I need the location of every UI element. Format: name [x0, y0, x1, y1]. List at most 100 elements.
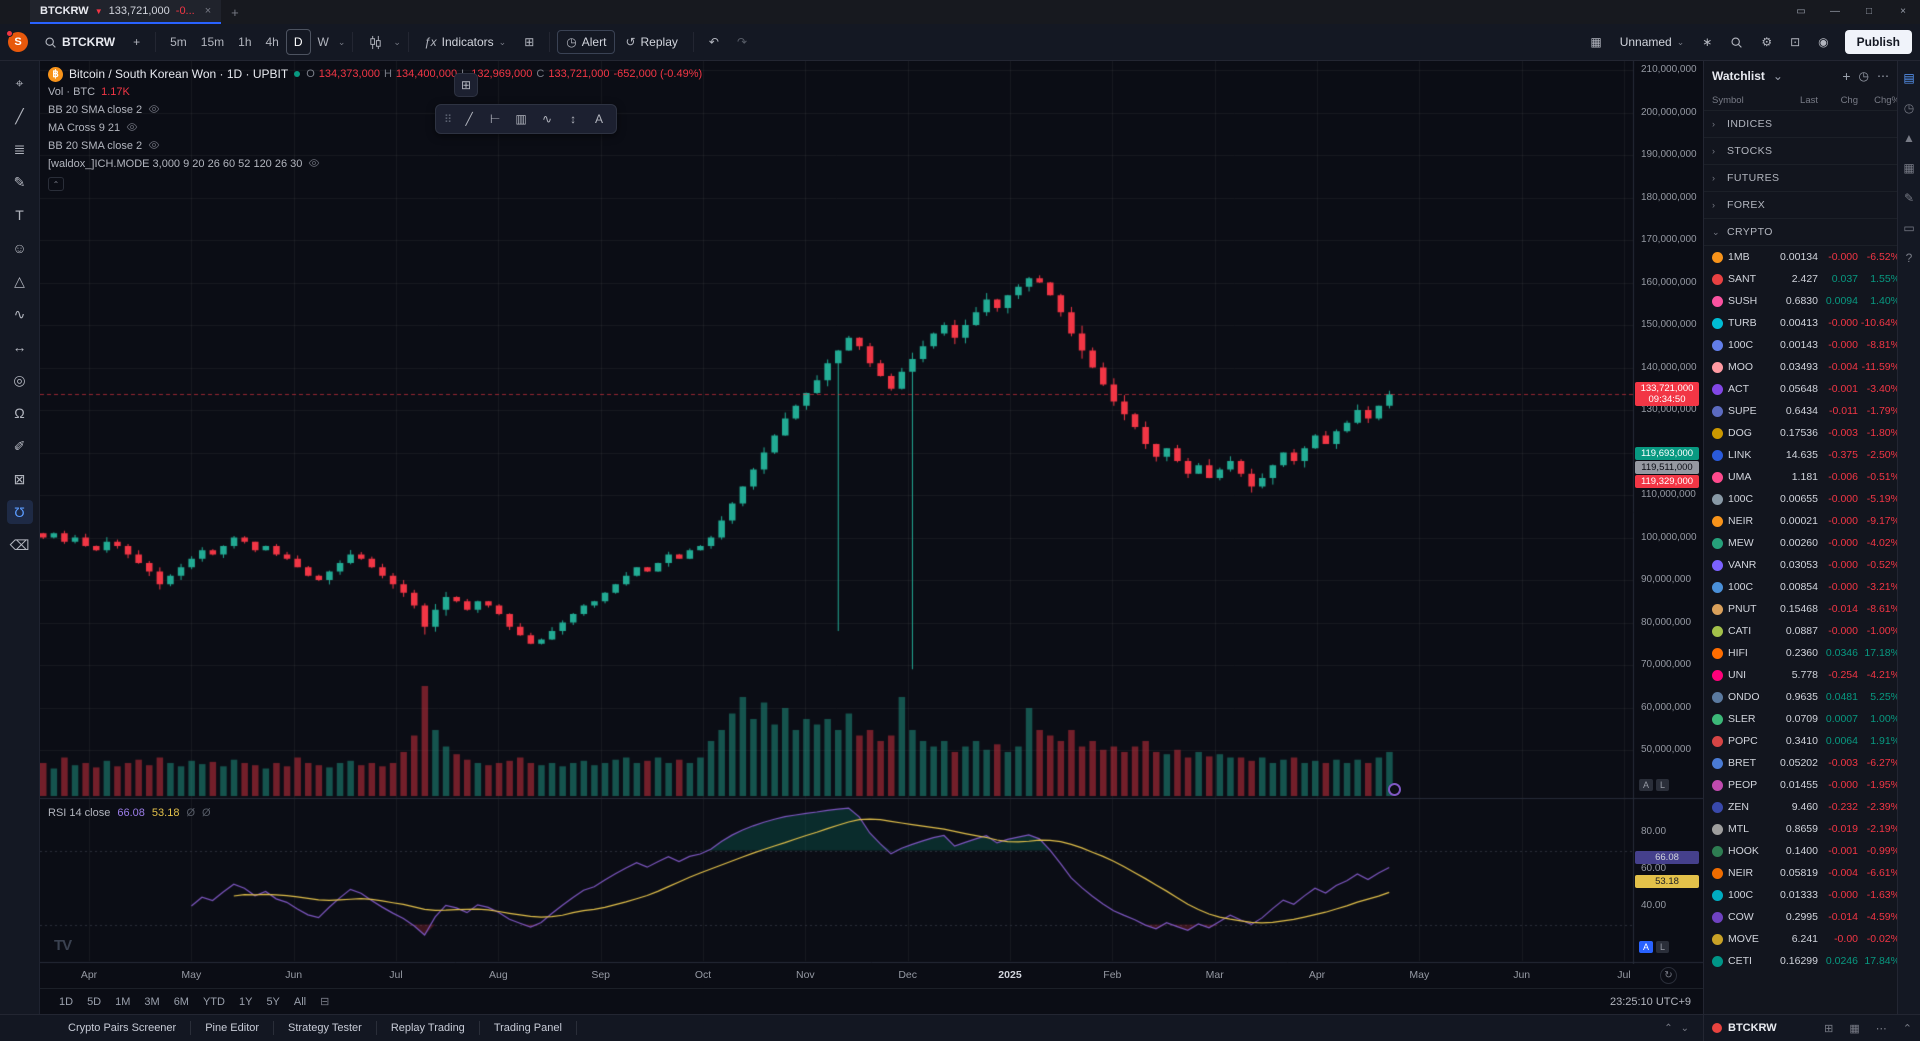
- snapshot-button[interactable]: ◉: [1810, 29, 1836, 55]
- watchlist-row-move[interactable]: MOVE 6.241 -0.00 -0.02%: [1704, 928, 1897, 950]
- upper-band-badge[interactable]: 119,693,000: [1635, 446, 1699, 460]
- watchlist-row-ondo[interactable]: ONDO 0.9635 0.0481 5.25%: [1704, 686, 1897, 708]
- tab-trading-panel[interactable]: Trading Panel: [480, 1021, 577, 1035]
- tab-crypto-pairs-screener[interactable]: Crypto Pairs Screener: [54, 1021, 192, 1035]
- range-all[interactable]: All: [293, 995, 307, 1008]
- curve-icon[interactable]: ∿: [542, 112, 553, 126]
- chevron-down-icon[interactable]: ⌄: [393, 36, 401, 47]
- annotation-icon[interactable]: A: [595, 112, 604, 126]
- watchlist-row-sler[interactable]: SLER 0.0709 0.0007 1.00%: [1704, 708, 1897, 730]
- month-label[interactable]: Jul: [1617, 969, 1631, 981]
- event-marker-icon[interactable]: [1388, 783, 1401, 796]
- more-icon[interactable]: ⋯: [1875, 1022, 1887, 1035]
- watchlist-alerts-icon[interactable]: ◷: [1858, 69, 1869, 83]
- go-to-realtime-button[interactable]: ↻: [1660, 967, 1677, 984]
- chevron-up-icon[interactable]: ⌃: [1664, 1022, 1673, 1034]
- chart-pane[interactable]: ฿ Bitcoin / South Korean Won · 1D · UPBI…: [40, 61, 1703, 964]
- month-label[interactable]: May: [1409, 969, 1430, 981]
- price-chart-canvas[interactable]: [40, 61, 1703, 964]
- watchlist-row-100c[interactable]: 100C 0.00655 -0.000 -5.19%: [1704, 488, 1897, 510]
- publish-button[interactable]: Publish: [1844, 30, 1912, 54]
- magnet-tool[interactable]: Ω: [14, 405, 25, 421]
- custom-range-icon[interactable]: ⊟: [320, 996, 330, 1008]
- tab-pine-editor[interactable]: Pine Editor: [191, 1021, 275, 1035]
- month-label[interactable]: Dec: [898, 969, 917, 981]
- watchlist-row-sush[interactable]: SUSH 0.6830 0.0094 1.40%: [1704, 290, 1897, 312]
- watchlist-row-popc[interactable]: POPC 0.3410 0.0064 1.91%: [1704, 730, 1897, 752]
- month-label[interactable]: Apr: [80, 969, 98, 981]
- volume-legend-row[interactable]: Vol · BTC 1.17K: [48, 83, 702, 101]
- layout-panel-button[interactable]: ▦: [1582, 29, 1609, 55]
- indicators-button[interactable]: ƒx Indicators ⌄: [416, 29, 514, 55]
- floating-drawing-toolbar[interactable]: ⠿ ╱ ⊢ ▥ ∿ ↕ A: [435, 104, 618, 134]
- auto-scale-chip[interactable]: A: [1639, 941, 1654, 953]
- eye-icon[interactable]: [126, 121, 138, 136]
- chevron-down-icon[interactable]: ⌄: [1772, 69, 1783, 83]
- watchlist-menu-icon[interactable]: ⋯: [1877, 69, 1889, 83]
- last-price-badge[interactable]: 133,721,000 09:34:50: [1635, 382, 1699, 407]
- add-symbol-button[interactable]: +: [1842, 68, 1851, 84]
- hotlists-icon[interactable]: ▲: [1903, 131, 1915, 145]
- maximize-icon[interactable]: □: [1865, 6, 1873, 17]
- calendar-icon[interactable]: ▦: [1903, 161, 1915, 175]
- emoji-tool[interactable]: ☺: [12, 240, 27, 256]
- watchlist-grid-icon[interactable]: ▦: [1849, 1022, 1860, 1035]
- timeframe-1h[interactable]: 1h: [238, 35, 252, 49]
- watchlist-row-neir[interactable]: NEIR 0.00021 -0.000 -9.17%: [1704, 510, 1897, 532]
- section-indices[interactable]: › INDICES: [1704, 111, 1897, 138]
- watchlist-row-link[interactable]: LINK 14.635 -0.375 -2.50%: [1704, 444, 1897, 466]
- symbol-search-button[interactable]: BTCKRW: [36, 29, 123, 55]
- drag-handle[interactable]: ⠿: [444, 113, 453, 126]
- watchlist-row-zen[interactable]: ZEN 9.460 -0.232 -2.39%: [1704, 796, 1897, 818]
- watchlist-row-uni[interactable]: UNI 5.778 -0.254 -4.21%: [1704, 664, 1897, 686]
- layout-name-button[interactable]: Unnamed ⌄: [1612, 29, 1693, 55]
- watchlist-row-turb[interactable]: TURB 0.00413 -0.000 -10.64%: [1704, 312, 1897, 334]
- log-scale-chip[interactable]: L: [1656, 941, 1670, 953]
- settings-button[interactable]: ⚙: [1753, 29, 1780, 55]
- month-label[interactable]: Apr: [1308, 969, 1326, 981]
- watchlist-row-100c[interactable]: 100C 0.01333 -0.000 -1.63%: [1704, 884, 1897, 906]
- watchlist-row-cati[interactable]: CATI 0.0887 -0.000 -1.00%: [1704, 620, 1897, 642]
- crosshair-tool[interactable]: ⌖: [15, 74, 24, 91]
- draw-tool[interactable]: ✐: [13, 437, 26, 454]
- section-futures[interactable]: › FUTURES: [1704, 165, 1897, 192]
- ideas-icon[interactable]: ✎: [1903, 191, 1915, 205]
- eye-icon[interactable]: [148, 103, 160, 118]
- trend-line-icon[interactable]: ╱: [465, 112, 473, 126]
- float-grid-button[interactable]: ⊞: [454, 73, 478, 97]
- eye-icon[interactable]: [148, 139, 160, 154]
- month-label[interactable]: 2025: [998, 969, 1022, 981]
- quick-search-button[interactable]: [1722, 29, 1751, 55]
- range-1m[interactable]: 1M: [115, 995, 131, 1008]
- watchlist-row-mtl[interactable]: MTL 0.8659 -0.019 -2.19%: [1704, 818, 1897, 840]
- watchlist-row-mew[interactable]: MEW 0.00260 -0.000 -4.02%: [1704, 532, 1897, 554]
- watchlist-row-1mb[interactable]: 1MB 0.00134 -0.000 -6.52%: [1704, 246, 1897, 268]
- rsi-ma-badge[interactable]: 53.18: [1635, 874, 1699, 888]
- avatar[interactable]: S: [6, 30, 28, 52]
- timeframe-4h[interactable]: 4h: [265, 35, 279, 49]
- remove-drawings-tool[interactable]: ⌫: [9, 536, 30, 553]
- month-label[interactable]: May: [181, 969, 202, 981]
- month-label[interactable]: Nov: [795, 969, 815, 981]
- app-tab[interactable]: BTCKRW ▼ 133,721,000 -0... ×: [30, 0, 222, 24]
- fullscreen-button[interactable]: ⊡: [1782, 29, 1808, 55]
- watchlist-row-peop[interactable]: PEOP 0.01455 -0.000 -1.95%: [1704, 774, 1897, 796]
- section-forex[interactable]: › FOREX: [1704, 192, 1897, 219]
- alert-button[interactable]: ◷ Alert: [557, 30, 616, 54]
- indicator-legend-row[interactable]: [waldox_]ICH.MODE 3,000 9 20 26 60 52 12…: [48, 155, 702, 173]
- watchlist-row-100c[interactable]: 100C 0.00143 -0.000 -8.81%: [1704, 334, 1897, 356]
- alerts-icon[interactable]: ◷: [1903, 101, 1915, 115]
- watchlist-row-hifi[interactable]: HIFI 0.2360 0.0346 17.18%: [1704, 642, 1897, 664]
- indicator-legend-row[interactable]: BB 20 SMA close 2: [48, 137, 702, 155]
- tab-strategy-tester[interactable]: Strategy Tester: [274, 1021, 377, 1035]
- time-axis[interactable]: ↻ Apr May Jun Jul Aug Sep Oct Nov Dec 2025 Feb Mar A…: [40, 964, 1703, 988]
- timeframe-D[interactable]: D: [285, 29, 311, 55]
- tab-replay-trading[interactable]: Replay Trading: [377, 1021, 480, 1035]
- watchlist-row-vanr[interactable]: VANR 0.03053 -0.000 -0.52%: [1704, 554, 1897, 576]
- range-3m[interactable]: 3M: [144, 995, 160, 1008]
- chevron-down-icon[interactable]: ⌄: [1680, 1022, 1689, 1034]
- lower-band-badge[interactable]: 119,329,000: [1635, 474, 1699, 488]
- chevron-down-icon[interactable]: ⌄: [337, 36, 346, 47]
- tab-close-icon[interactable]: ×: [204, 5, 212, 17]
- timeframe-5m[interactable]: 5m: [170, 35, 187, 49]
